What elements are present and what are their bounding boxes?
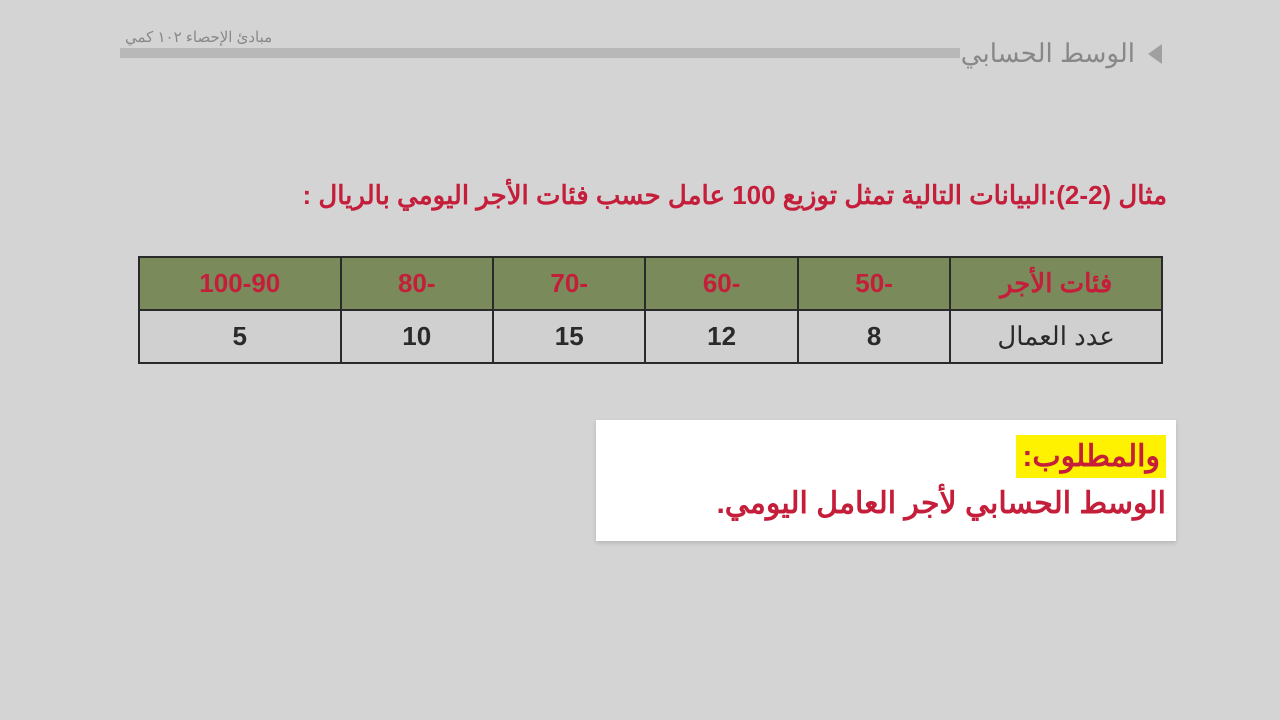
header-cell: -80 (341, 257, 493, 310)
required-label: والمطلوب: (1016, 435, 1166, 478)
course-label: مبادئ الإحصاء ١٠٢ كمي (125, 28, 272, 46)
required-box: والمطلوب: الوسط الحسابي لأجر العامل اليو… (596, 420, 1176, 541)
header-bar (120, 48, 960, 58)
data-table: فئات الأجر -50 -60 -70 -80 100-90 عدد ال… (138, 256, 1163, 364)
header-cell: -50 (798, 257, 950, 310)
title-arrow-icon (1148, 44, 1162, 64)
required-text: الوسط الحسابي لأجر العامل اليومي. (606, 486, 1166, 521)
data-cell: 12 (645, 310, 797, 363)
data-cell: 10 (341, 310, 493, 363)
header-label-cell: فئات الأجر (950, 257, 1162, 310)
example-body: البيانات التالية تمثل توزيع 100 عامل حسب… (302, 180, 1047, 210)
example-text: مثال (2-2):البيانات التالية تمثل توزيع 1… (130, 180, 1167, 211)
header-cell: -60 (645, 257, 797, 310)
data-label-cell: عدد العمال (950, 310, 1162, 363)
header-cell: 100-90 (139, 257, 341, 310)
data-cell: 8 (798, 310, 950, 363)
example-prefix: مثال (2-2): (1048, 180, 1167, 210)
table-header-row: فئات الأجر -50 -60 -70 -80 100-90 (139, 257, 1162, 310)
table-data-row: عدد العمال 8 12 15 10 5 (139, 310, 1162, 363)
page-title: الوسط الحسابي (961, 38, 1135, 69)
data-cell: 5 (139, 310, 341, 363)
data-cell: 15 (493, 310, 645, 363)
header-cell: -70 (493, 257, 645, 310)
